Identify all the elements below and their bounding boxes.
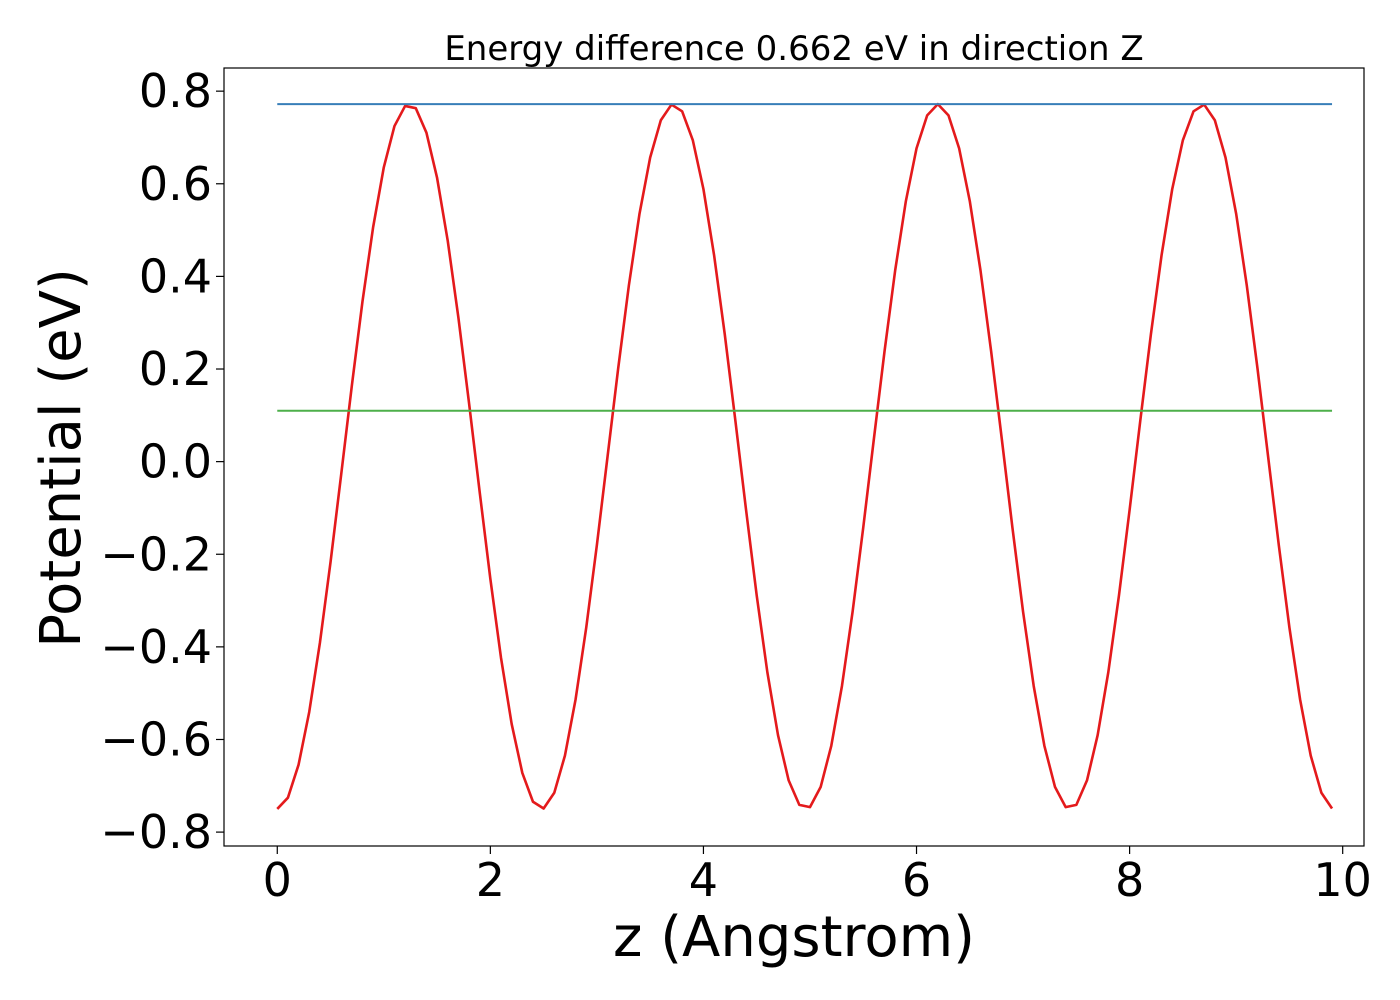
y-tick-label: −0.2: [100, 527, 212, 581]
plot-frame: [223, 67, 1365, 847]
y-tick-label: −0.8: [100, 805, 212, 859]
y-tick-label: 0.0: [139, 435, 212, 489]
x-tick-label: 10: [1313, 853, 1372, 907]
y-tick-label: 0.4: [139, 249, 212, 303]
y-axis-label: Potential (eV): [29, 268, 94, 648]
y-tick-label: −0.4: [100, 620, 212, 674]
potential-series-line: [276, 102, 1334, 810]
plot-lines: [276, 102, 1334, 810]
x-tick-label: 4: [689, 853, 718, 907]
x-tick-label: 0: [263, 853, 292, 907]
chart-title: Energy difference 0.662 eV in direction …: [444, 29, 1143, 69]
x-tick-label: 2: [476, 853, 505, 907]
x-axis-label: z (Angstrom): [613, 905, 975, 970]
y-tick-label: −0.6: [100, 712, 212, 766]
y-tick-label: 0.2: [139, 342, 212, 396]
y-tick-label: 0.8: [139, 64, 212, 118]
x-axis-ticks: 0 2 4 6 8 10: [263, 846, 1372, 907]
x-tick-label: 8: [1115, 853, 1144, 907]
y-tick-label: 0.6: [139, 157, 212, 211]
x-tick-label: 6: [902, 853, 931, 907]
y-axis-ticks: −0.8 −0.6 −0.4 −0.2 0.0 0.2 0.4 0.6 0.8: [100, 64, 224, 859]
